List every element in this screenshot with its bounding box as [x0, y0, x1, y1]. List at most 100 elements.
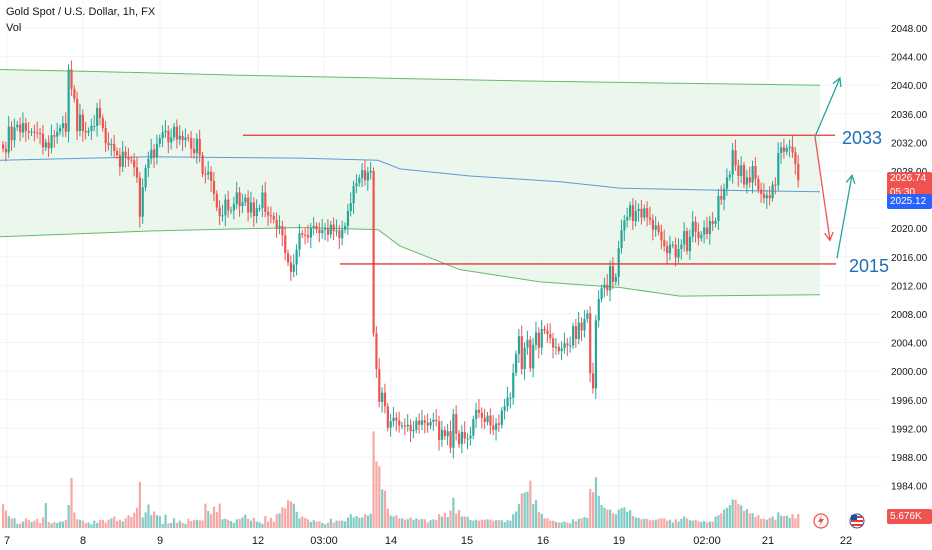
candle-body[interactable] — [426, 422, 429, 426]
candle-body[interactable] — [569, 345, 572, 347]
candle-body[interactable] — [720, 196, 723, 200]
candle-body[interactable] — [771, 184, 774, 199]
candle-body[interactable] — [731, 150, 734, 175]
candle-body[interactable] — [546, 330, 549, 335]
candle-body[interactable] — [309, 228, 312, 238]
candle-body[interactable] — [788, 146, 791, 149]
candle-body[interactable] — [743, 165, 746, 185]
level-low-label[interactable]: 2015 — [849, 256, 890, 276]
candle-body[interactable] — [258, 208, 261, 210]
candle-body[interactable] — [520, 336, 523, 370]
candle-body[interactable] — [597, 298, 600, 321]
forecast-arrow-line[interactable] — [814, 77, 841, 137]
candle-body[interactable] — [534, 332, 538, 345]
candle-body[interactable] — [121, 151, 124, 167]
candle-body[interactable] — [386, 406, 389, 428]
candle-body[interactable] — [537, 332, 540, 348]
candle-body[interactable] — [355, 183, 358, 187]
forecast-arrows[interactable] — [814, 76, 856, 259]
candle-body[interactable] — [517, 336, 521, 355]
candle-body[interactable] — [70, 69, 73, 89]
candle-body[interactable] — [19, 124, 22, 133]
candle-body[interactable] — [7, 126, 10, 153]
candle-body[interactable] — [61, 123, 65, 129]
candle-body[interactable] — [301, 233, 304, 235]
candle-body[interactable] — [93, 125, 96, 127]
candle-body[interactable] — [287, 253, 290, 263]
candle-body[interactable] — [460, 431, 464, 445]
candle-body[interactable] — [244, 197, 247, 203]
candle-body[interactable] — [728, 174, 731, 178]
candle-body[interactable] — [554, 346, 558, 348]
candle-body[interactable] — [583, 319, 586, 331]
candle-body[interactable] — [13, 127, 16, 141]
candle-body[interactable] — [791, 146, 794, 153]
candle-body[interactable] — [164, 130, 167, 133]
candle-body[interactable] — [754, 165, 757, 179]
candle-body[interactable] — [315, 226, 318, 230]
forecast-arrow-line[interactable] — [814, 136, 831, 241]
candle-body[interactable] — [409, 424, 412, 432]
candle-body[interactable] — [609, 266, 612, 291]
candle-body[interactable] — [418, 420, 421, 425]
candle-body[interactable] — [469, 435, 472, 439]
candle-body[interactable] — [637, 208, 640, 212]
candle-body[interactable] — [147, 158, 150, 169]
candle-body[interactable] — [335, 230, 338, 232]
candle-body[interactable] — [289, 262, 293, 272]
candle-body[interactable] — [81, 114, 84, 131]
candle-body[interactable] — [363, 170, 367, 181]
candle-body[interactable] — [620, 230, 623, 249]
candle-body[interactable] — [230, 210, 233, 212]
candle-body[interactable] — [745, 177, 749, 185]
candle-body[interactable] — [56, 131, 59, 137]
candle-body[interactable] — [215, 193, 218, 208]
candle-body[interactable] — [503, 406, 506, 411]
candle-body[interactable] — [757, 178, 760, 190]
candle-body[interactable] — [572, 326, 575, 346]
candle-body[interactable] — [412, 429, 415, 432]
candle-body[interactable] — [794, 152, 797, 164]
candle-body[interactable] — [221, 215, 224, 217]
candle-body[interactable] — [349, 203, 352, 212]
candle-body[interactable] — [375, 333, 378, 370]
candle-body[interactable] — [249, 202, 253, 213]
candle-body[interactable] — [98, 108, 102, 119]
candle-body[interactable] — [674, 244, 677, 258]
candle-body[interactable] — [124, 151, 127, 157]
candle-body[interactable] — [269, 215, 273, 217]
candle-body[interactable] — [423, 420, 426, 423]
candle-body[interactable] — [443, 429, 446, 437]
candle-body[interactable] — [144, 168, 147, 188]
candles[interactable] — [2, 60, 800, 459]
candle-body[interactable] — [275, 219, 278, 229]
candle-body[interactable] — [195, 138, 198, 154]
candle-body[interactable] — [532, 344, 535, 369]
candle-body[interactable] — [449, 431, 452, 448]
candle-body[interactable] — [21, 123, 25, 133]
candle-body[interactable] — [298, 233, 301, 250]
candle-body[interactable] — [39, 133, 42, 135]
candle-body[interactable] — [543, 329, 546, 331]
candle-body[interactable] — [398, 420, 401, 426]
forecast-arrow-line[interactable] — [836, 175, 853, 259]
candle-body[interactable] — [295, 249, 298, 265]
candle-body[interactable] — [472, 419, 475, 436]
candle-body[interactable] — [751, 165, 754, 183]
candle-body[interactable] — [113, 143, 116, 151]
candle-body[interactable] — [116, 150, 119, 156]
candle-body[interactable] — [96, 108, 99, 126]
candle-body[interactable] — [683, 231, 686, 245]
candle-body[interactable] — [326, 228, 330, 235]
candle-body[interactable] — [27, 130, 30, 133]
candle-body[interactable] — [16, 124, 19, 128]
price-axis[interactable]: 2048.002044.002040.002036.002032.002028.… — [891, 24, 928, 493]
candle-body[interactable] — [118, 155, 122, 167]
candle-body[interactable] — [321, 229, 324, 234]
candle-body[interactable] — [577, 322, 580, 340]
candle-body[interactable] — [192, 148, 196, 154]
candle-body[interactable] — [723, 188, 726, 200]
candle-body[interactable] — [797, 163, 800, 181]
candle-body[interactable] — [540, 329, 543, 348]
candle-body[interactable] — [785, 148, 788, 152]
